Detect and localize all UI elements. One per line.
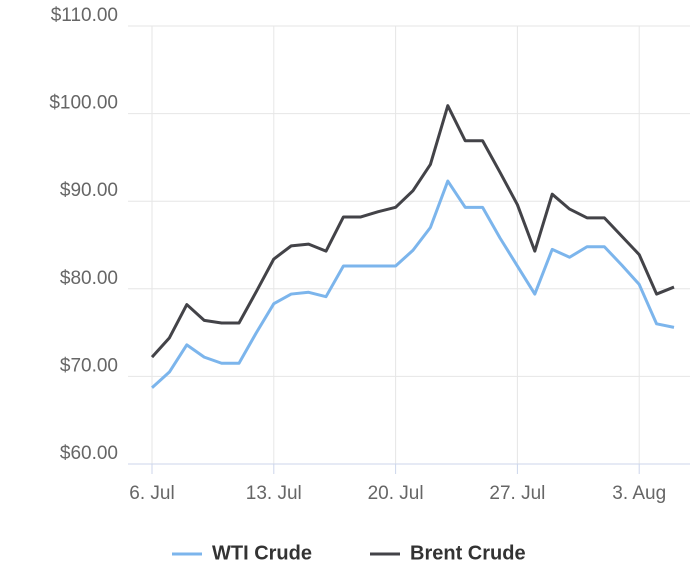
line-series	[150, 104, 675, 359]
x-tick-label: 6. Jul	[129, 483, 174, 504]
legend-text[interactable]: WTI Crude	[212, 542, 312, 564]
x-tick-label: 20. Jul	[368, 483, 424, 504]
y-tick-label: $80.00	[60, 268, 118, 289]
x-tick-label: 3. Aug	[612, 483, 666, 504]
y-tick-label: $110.00	[51, 5, 118, 26]
legend-text[interactable]: Brent Crude	[410, 542, 526, 564]
y-tick-label: $100.00	[49, 93, 118, 114]
x-tick-label: 27. Jul	[489, 483, 545, 504]
y-tick-label: $90.00	[60, 180, 118, 201]
y-tick-label: $70.00	[60, 355, 118, 376]
y-tick-label: $60.00	[60, 443, 118, 464]
line-series	[150, 179, 675, 389]
x-tick-label: 13. Jul	[246, 483, 302, 504]
